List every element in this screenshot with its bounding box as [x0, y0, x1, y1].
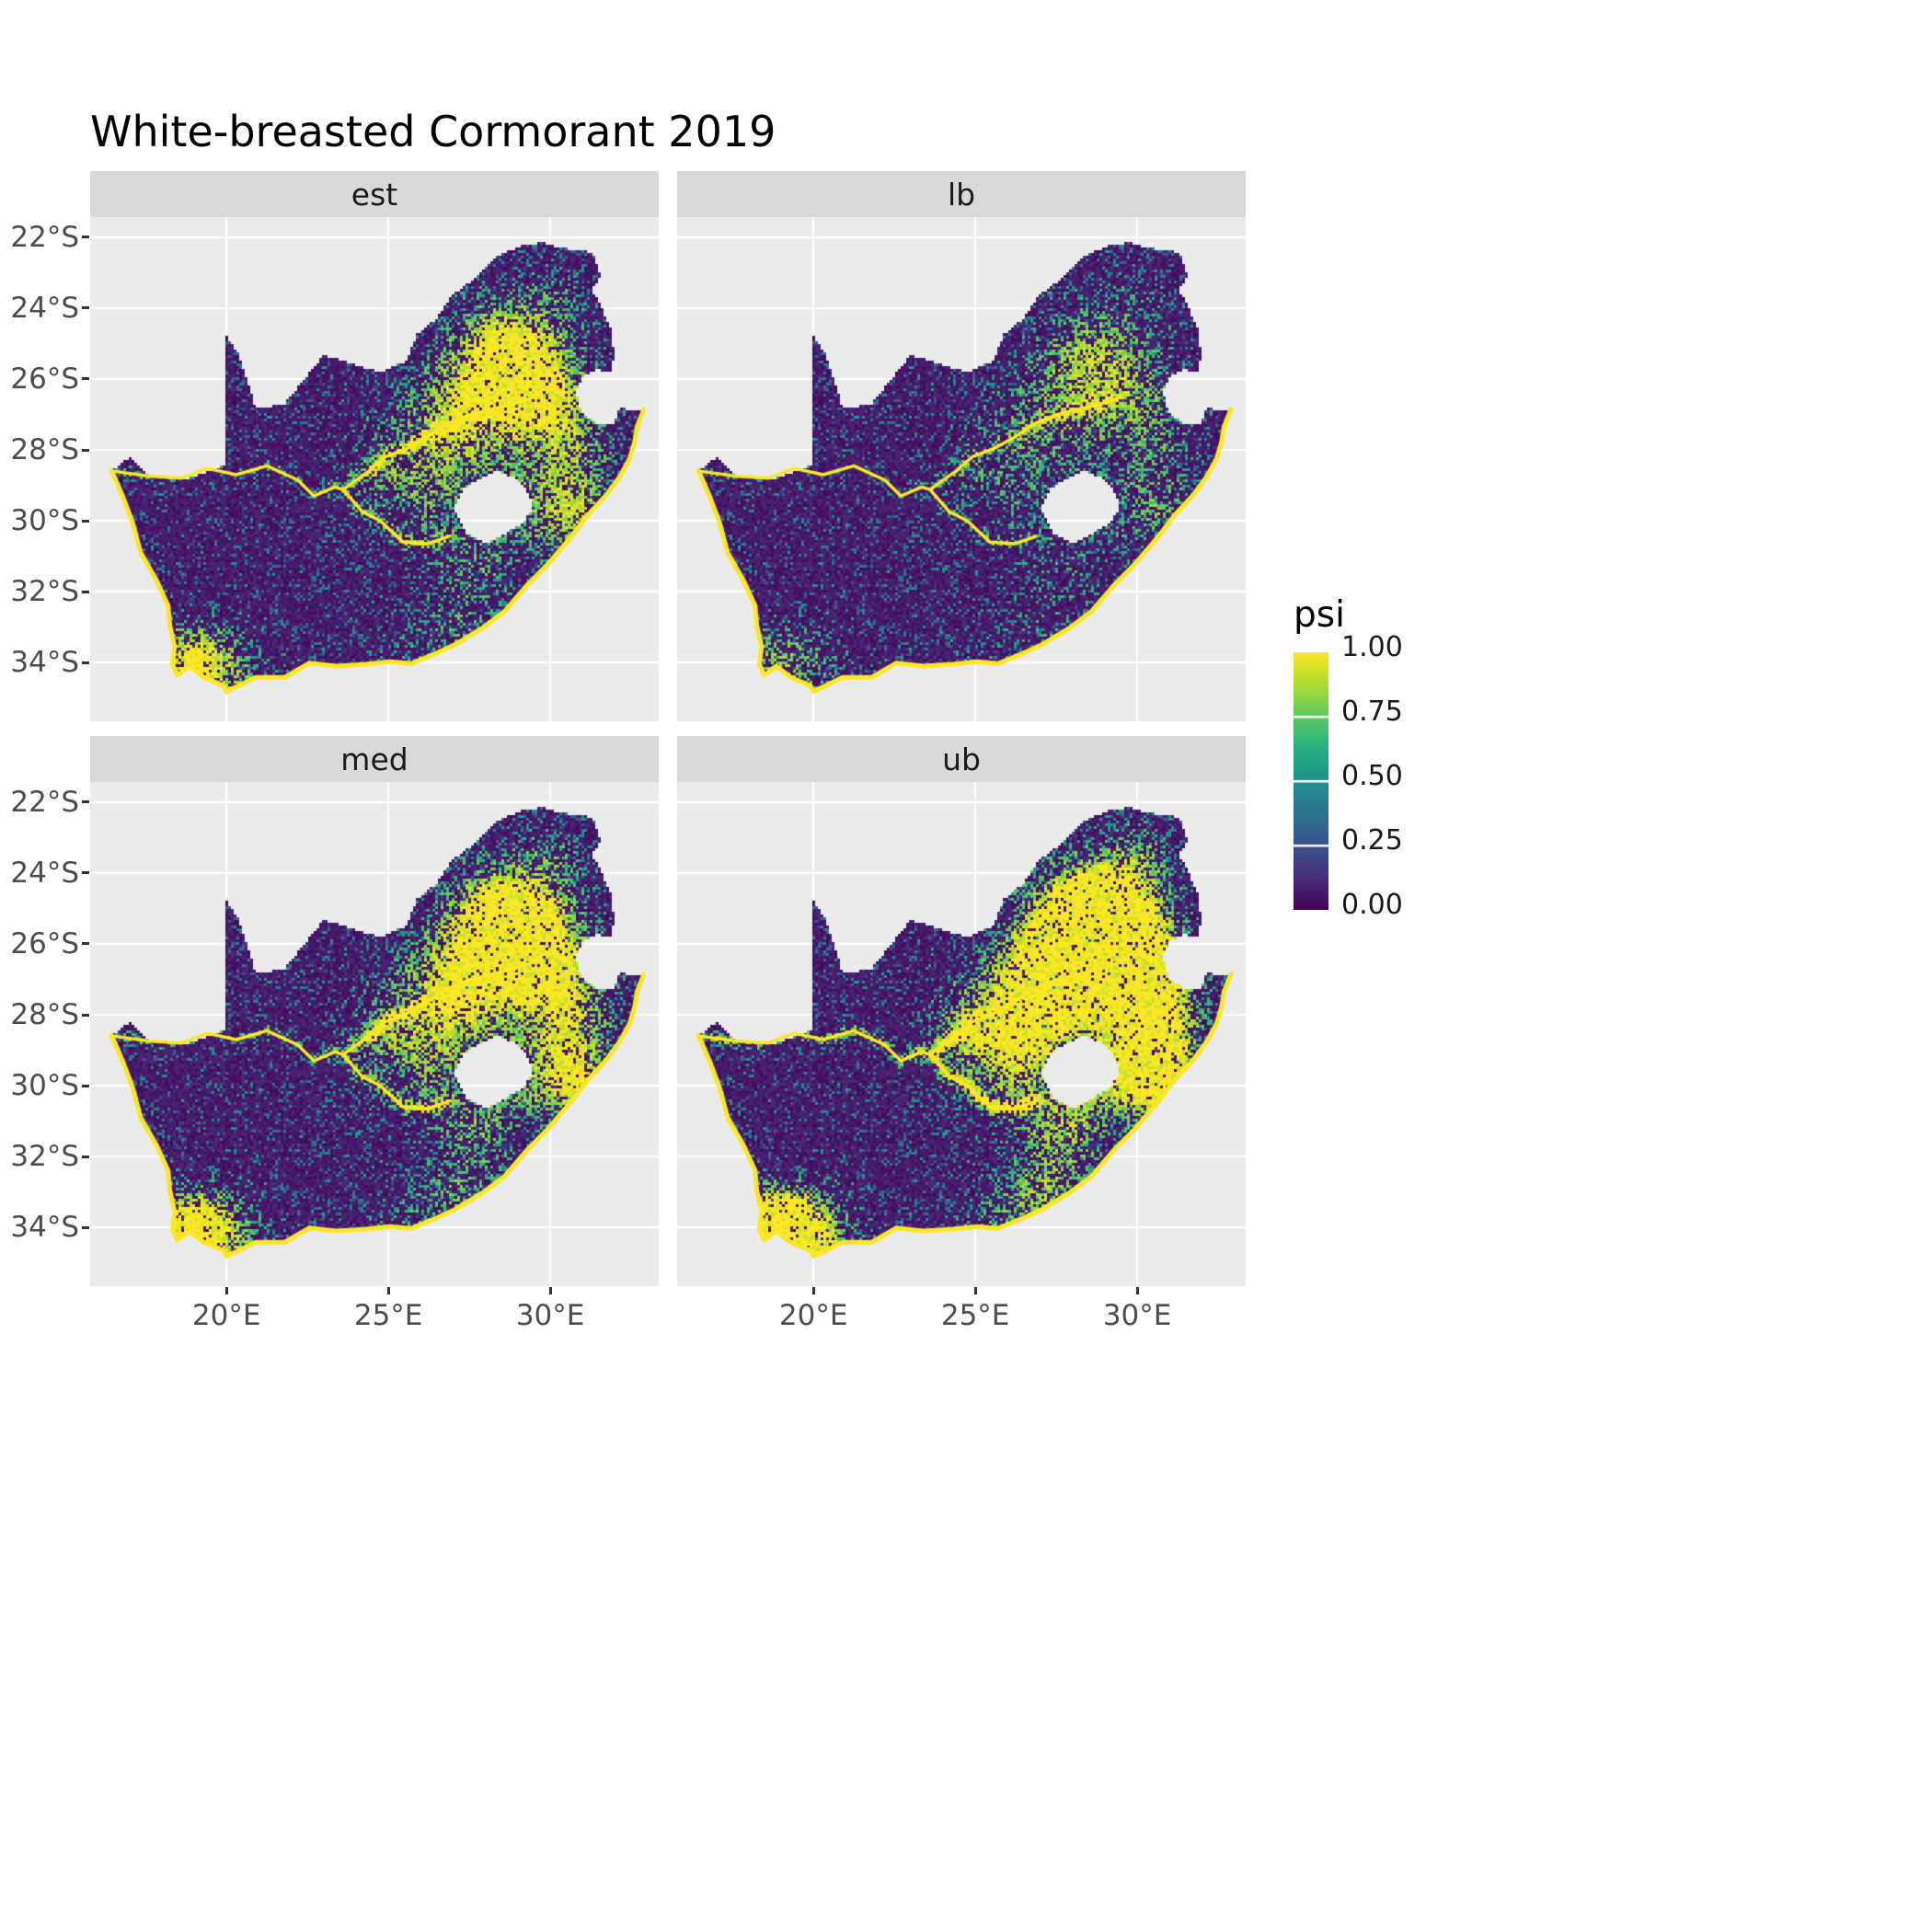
x-axis-tick-mark	[548, 1287, 552, 1294]
facet-est: est	[90, 171, 659, 721]
y-axis-tick-label: 30°S	[10, 1069, 79, 1103]
facet-strip-label: med	[340, 741, 408, 777]
y-axis-tick-mark	[82, 1084, 89, 1087]
x-axis-tick-label: 20°E	[191, 1299, 261, 1332]
x-axis-tick-mark	[386, 1287, 390, 1294]
facet-strip-est: est	[90, 171, 659, 217]
facet-strip-lb: lb	[677, 171, 1246, 217]
y-axis-tick-mark	[82, 942, 89, 946]
x-axis-tick-mark	[224, 1287, 228, 1294]
y-axis-tick-mark	[82, 519, 89, 523]
facet-med: med	[90, 736, 659, 1286]
y-axis-tick-mark	[82, 1155, 89, 1158]
facet-strip-label: est	[351, 176, 398, 213]
y-axis-tick-label: 26°S	[10, 926, 79, 960]
x-axis-tick-label: 30°E	[1102, 1299, 1172, 1332]
legend: psi	[1288, 594, 1490, 910]
legend-tick-label: 1.00	[1341, 631, 1403, 663]
legend-tick-label: 0.50	[1341, 760, 1403, 792]
y-axis-tick-mark	[82, 236, 89, 239]
y-axis-tick-mark	[82, 448, 89, 452]
facet-strip-ub: ub	[677, 736, 1246, 782]
y-axis-tick-mark	[82, 1013, 89, 1017]
facet-strip-med: med	[90, 736, 659, 782]
legend-tick-label: 0.75	[1341, 696, 1403, 728]
y-axis-tick-mark	[82, 871, 89, 875]
y-axis-tick-mark	[82, 800, 89, 804]
map-panel-ub	[677, 782, 1246, 1286]
y-axis-tick-label: 24°S	[10, 856, 79, 890]
y-axis-tick-mark	[82, 306, 89, 310]
y-axis-tick-label: 28°S	[10, 998, 79, 1031]
x-axis-tick-label: 20°E	[778, 1299, 848, 1332]
y-axis-tick-label: 28°S	[10, 433, 79, 466]
y-axis-tick-label: 34°S	[10, 1211, 79, 1245]
y-axis-tick-label: 30°S	[10, 504, 79, 538]
y-axis-tick-label: 34°S	[10, 646, 79, 680]
y-axis-tick-mark	[82, 590, 89, 593]
y-axis-tick-mark	[82, 661, 89, 664]
y-axis-tick-label: 22°S	[10, 220, 79, 254]
legend-title: psi	[1294, 594, 1345, 636]
map-panel-med	[90, 782, 659, 1286]
facet-strip-label: lb	[947, 176, 976, 213]
plot-title: White-breasted Cormorant 2019	[90, 107, 776, 156]
y-axis-tick-label: 32°S	[10, 575, 79, 609]
facet-ub: ub	[677, 736, 1246, 1286]
facet-lb: lb	[677, 171, 1246, 721]
facet-strip-label: ub	[942, 741, 981, 777]
legend-tick-label: 0.00	[1341, 889, 1403, 921]
y-axis-tick-mark	[82, 1225, 89, 1229]
y-axis-tick-label: 26°S	[10, 362, 79, 396]
y-axis-tick-label: 32°S	[10, 1140, 79, 1174]
y-axis-tick-label: 24°S	[10, 291, 79, 325]
x-axis-tick-mark	[973, 1287, 977, 1294]
y-axis-tick-label: 22°S	[10, 785, 79, 819]
x-axis-tick-label: 30°E	[515, 1299, 585, 1332]
map-panel-est	[90, 217, 659, 721]
x-axis-tick-mark	[811, 1287, 815, 1294]
legend-tick-label: 0.25	[1341, 824, 1403, 857]
x-axis-tick-mark	[1135, 1287, 1139, 1294]
y-axis-tick-mark	[82, 377, 89, 381]
x-axis-tick-label: 25°E	[353, 1299, 423, 1332]
map-panel-lb	[677, 217, 1246, 721]
legend-colorbar	[1294, 652, 1328, 910]
x-axis-tick-label: 25°E	[940, 1299, 1010, 1332]
